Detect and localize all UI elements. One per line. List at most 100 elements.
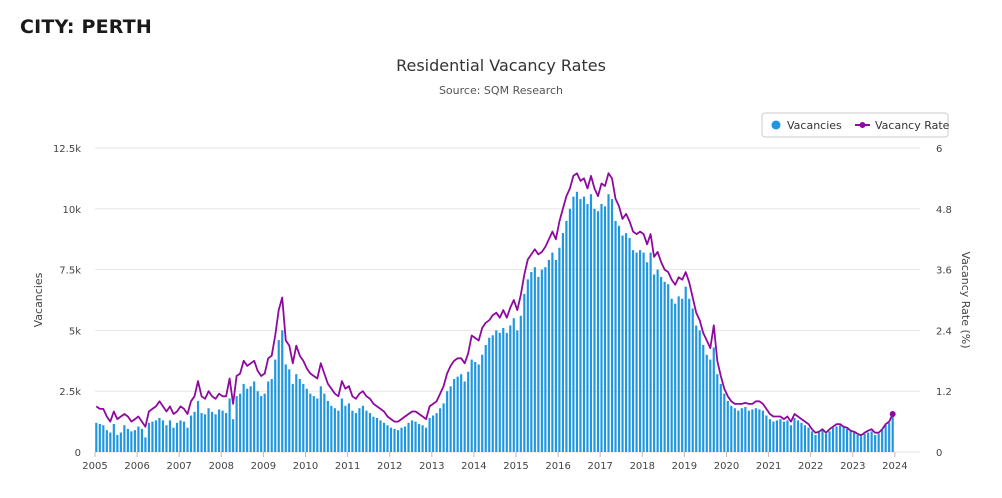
vacancies-bar xyxy=(453,379,456,452)
vacancies-bar xyxy=(870,431,873,452)
vacancies-bar xyxy=(389,427,393,452)
vacancies-bar xyxy=(123,425,126,452)
vacancies-bar xyxy=(512,318,515,452)
vacancies-bar xyxy=(228,398,231,452)
vacancies-bar xyxy=(540,269,543,452)
vacancies-bar xyxy=(526,279,529,452)
vacancies-bar xyxy=(838,425,842,452)
vacancies-bar xyxy=(789,425,793,452)
vacancies-bar xyxy=(446,391,449,452)
vacancies-bar xyxy=(740,408,743,452)
vacancies-bar xyxy=(698,330,701,452)
x-tick-label: 2015 xyxy=(503,461,528,472)
vacancies-bar xyxy=(439,408,442,452)
vacancies-bar xyxy=(470,359,473,452)
x-tick-label: 2012 xyxy=(377,461,402,472)
vacancies-bar xyxy=(109,432,112,452)
legend-item-vacancy-rate[interactable]: Vacancy Rate xyxy=(855,119,950,132)
vacancies-bar xyxy=(330,405,333,452)
x-tick-label: 2005 xyxy=(82,461,107,472)
vacancies-bar xyxy=(747,410,750,452)
vacancies-bar xyxy=(730,405,733,452)
vacancies-bar xyxy=(477,364,480,452)
vacancies-bar xyxy=(256,391,259,452)
vacancies-bar xyxy=(375,417,379,452)
vacancies-bar xyxy=(200,413,203,452)
vacancies-bar xyxy=(639,250,642,452)
y-tick-label: 2.5k xyxy=(59,387,81,398)
vacancies-bar xyxy=(456,376,459,452)
vacancies-bar xyxy=(761,410,764,452)
vacancies-bar xyxy=(677,296,680,452)
vacancies-bar xyxy=(688,298,691,452)
vacancies-bar xyxy=(603,206,607,452)
vacancies-bar xyxy=(884,425,887,452)
vacancies-bar xyxy=(410,420,414,452)
vacancy-rate-point xyxy=(889,411,896,417)
vacancies-bar xyxy=(712,347,715,452)
vacancies-bar xyxy=(891,415,894,452)
vacancies-bar xyxy=(424,427,428,452)
vacancies-bar xyxy=(860,436,863,452)
vacancies-bar xyxy=(284,364,287,452)
legend: Vacancies Vacancy Rate xyxy=(761,112,950,138)
y-tick-label: 10k xyxy=(62,205,81,216)
vacancies-bar xyxy=(158,417,161,452)
x-tick-label: 2009 xyxy=(251,461,276,472)
vacancies-bar xyxy=(361,405,365,452)
vacancy-rate-line xyxy=(95,172,896,437)
vacancies-bar xyxy=(835,426,838,452)
vacancies-bar xyxy=(119,432,122,452)
vacancies-bar xyxy=(649,252,652,452)
vacancies-bar xyxy=(810,431,814,452)
vacancies-bar xyxy=(881,430,884,452)
vacancies-bar xyxy=(189,415,193,452)
vacancies-bar xyxy=(814,434,817,452)
vacancies-bar xyxy=(144,437,147,452)
vacancies-bar xyxy=(509,325,512,452)
vacancies-bar xyxy=(737,410,740,452)
vacancies-bar xyxy=(561,233,564,452)
y-axis-left-title: Vacancies xyxy=(32,272,45,327)
vacancies-bar xyxy=(302,383,305,452)
chart-subtitle: Source: SQM Research xyxy=(439,84,563,97)
vacancies-bar xyxy=(796,420,800,452)
vacancies-bar xyxy=(474,362,477,452)
vacancies-bar xyxy=(867,432,870,452)
vacancies-bar xyxy=(821,430,824,452)
vacancies-bar xyxy=(263,393,266,452)
vacancies-bar xyxy=(726,400,729,452)
vacancies-bar xyxy=(765,415,768,452)
vacancies-bar xyxy=(828,431,831,452)
vacancies-bar xyxy=(656,269,659,452)
vacancies-bar xyxy=(151,421,154,452)
vacancies-bar xyxy=(716,374,719,452)
legend-label-vacancy-rate: Vacancy Rate xyxy=(875,119,950,132)
vacancies-bar xyxy=(849,431,852,452)
y-tick-label: 0 xyxy=(75,448,81,459)
vacancies-bar xyxy=(800,422,803,452)
vacancies-bar xyxy=(842,426,845,452)
vacancies-bar xyxy=(130,431,133,452)
vacancies-bar xyxy=(295,374,298,452)
vacancies-bar xyxy=(772,421,775,452)
vacancies-bar xyxy=(663,281,666,452)
legend-item-vacancies[interactable]: Vacancies xyxy=(771,119,843,132)
vacancies-bar xyxy=(432,415,435,452)
y2-tick-label: 3.6 xyxy=(936,266,952,277)
vacancies-bar xyxy=(351,410,354,452)
y-axis-left-labels: 0 2.5k 5k 7.5k 10k 12.5k xyxy=(53,144,81,459)
vacancies-bar xyxy=(168,420,172,452)
vacancies-bar xyxy=(214,414,217,452)
vacancies-bar xyxy=(386,425,389,452)
vacancies-bar xyxy=(516,330,519,452)
vacancies-bar xyxy=(147,422,151,452)
vacancies-bar xyxy=(435,413,438,452)
vacancies-bar xyxy=(702,344,705,452)
y2-tick-label: 1.2 xyxy=(936,387,952,398)
vacancies-bar xyxy=(589,194,593,452)
vacancies-bar xyxy=(744,407,747,452)
x-tick-label: 2017 xyxy=(587,461,612,472)
vacancies-bar xyxy=(221,410,224,452)
